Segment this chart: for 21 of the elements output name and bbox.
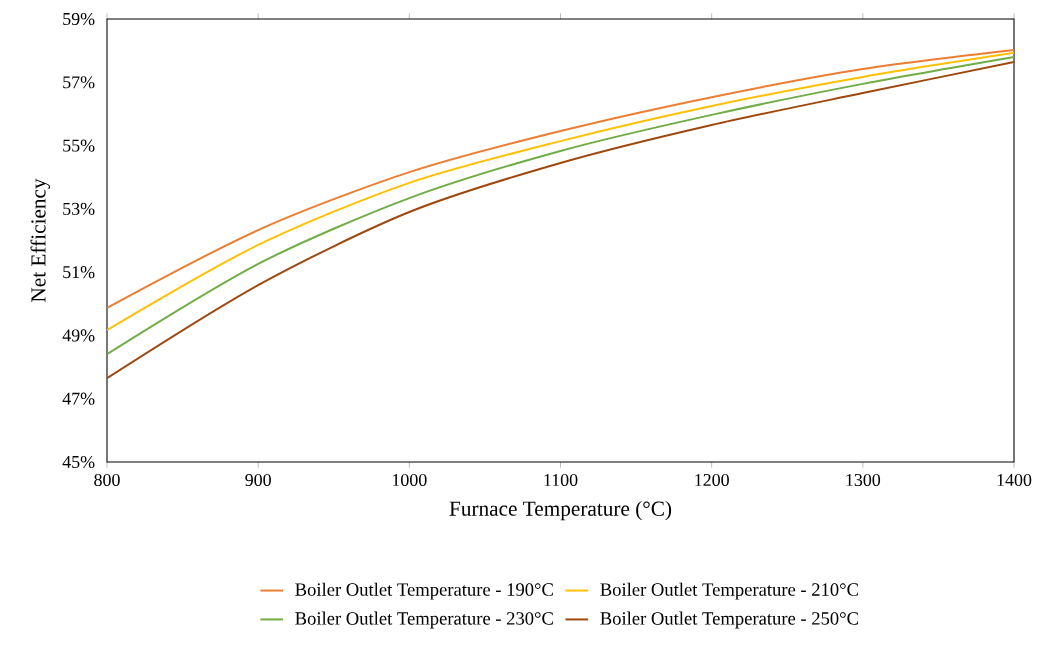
- y-tick-label: 59%: [63, 12, 95, 26]
- x-tick-label: 1000: [392, 473, 427, 486]
- x-tick-label: 1100: [544, 473, 578, 486]
- x-axis-title: Furnace Temperature (°C): [449, 500, 672, 521]
- y-tick-label: 55%: [63, 139, 95, 152]
- y-tick-label: 53%: [63, 202, 95, 215]
- y-tick-label: 45%: [62, 455, 95, 469]
- x-tick-label: 900: [245, 473, 271, 486]
- x-tick-label: 1200: [695, 473, 729, 486]
- x-tick-label: 800: [94, 473, 120, 486]
- y-axis-title: Net Efficiency: [30, 178, 50, 302]
- legend-label: Boiler Outlet Temperature - 230°C: [295, 611, 553, 629]
- y-tick-label: 49%: [62, 329, 95, 342]
- x-tick-label: 1400: [997, 473, 1032, 486]
- x-tick-label: 1300: [846, 473, 881, 486]
- legend-label: Boiler Outlet Temperature - 250°C: [600, 611, 858, 629]
- legend-label: Boiler Outlet Temperature - 210°C: [600, 582, 858, 600]
- y-tick-label: 57%: [63, 76, 95, 89]
- y-tick-label: 51%: [63, 266, 95, 279]
- y-tick-label: 47%: [62, 392, 95, 405]
- legend-label: Boiler Outlet Temperature - 190°C: [295, 582, 553, 600]
